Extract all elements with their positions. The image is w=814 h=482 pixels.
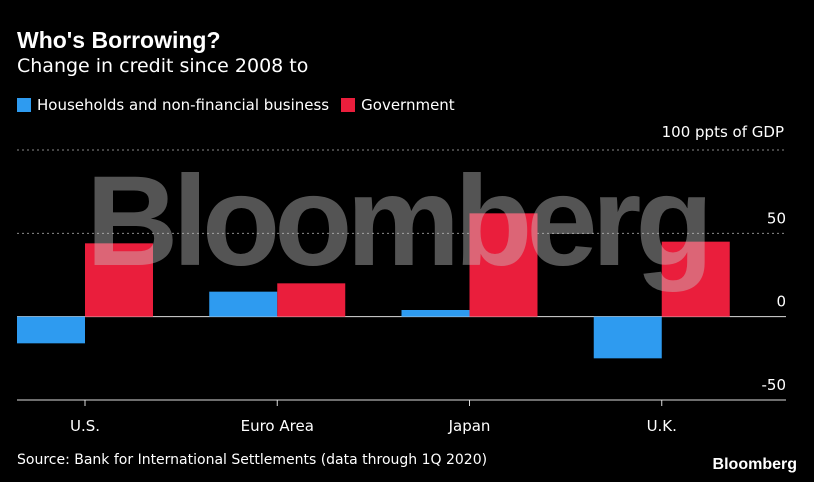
bar-households-u-s-: [17, 316, 85, 344]
bar-households-japan: [401, 310, 470, 317]
y-tick-label: 50: [767, 209, 786, 227]
legend-swatch-households: [17, 98, 31, 112]
legend-label-government: Government: [361, 96, 455, 114]
bar-households-euro-area: [209, 291, 278, 317]
bar-government-japan: [469, 213, 538, 317]
x-tick-label: U.K.: [647, 417, 677, 435]
y-tick-label: -50: [762, 376, 787, 394]
chart-title: Who's Borrowing?: [17, 27, 221, 53]
legend-swatch-government: [341, 98, 356, 112]
legend-item-government: Government: [341, 96, 455, 114]
chart-subtitle: Change in credit since 2008 to: [17, 55, 309, 77]
bloomberg-logo: Bloomberg: [712, 456, 797, 473]
bar-government-u-k-: [661, 241, 730, 317]
y-tick-label: 0: [776, 293, 786, 311]
bar-government-euro-area: [277, 283, 346, 317]
bar-households-u-k-: [593, 316, 662, 359]
bar-government-u-s-: [85, 243, 153, 317]
legend-label-households: Households and non-financial business: [37, 96, 330, 114]
x-tick-label: Japan: [448, 417, 491, 435]
legend: Households and non-financial business Go…: [17, 95, 467, 115]
y-axis-unit-label: 100 ppts of GDP: [661, 123, 784, 141]
x-tick-label: Euro Area: [241, 417, 314, 435]
x-tick-label: U.S.: [70, 417, 100, 435]
legend-item-households: Households and non-financial business: [17, 96, 329, 114]
source-note: Source: Bank for International Settlemen…: [17, 452, 488, 468]
